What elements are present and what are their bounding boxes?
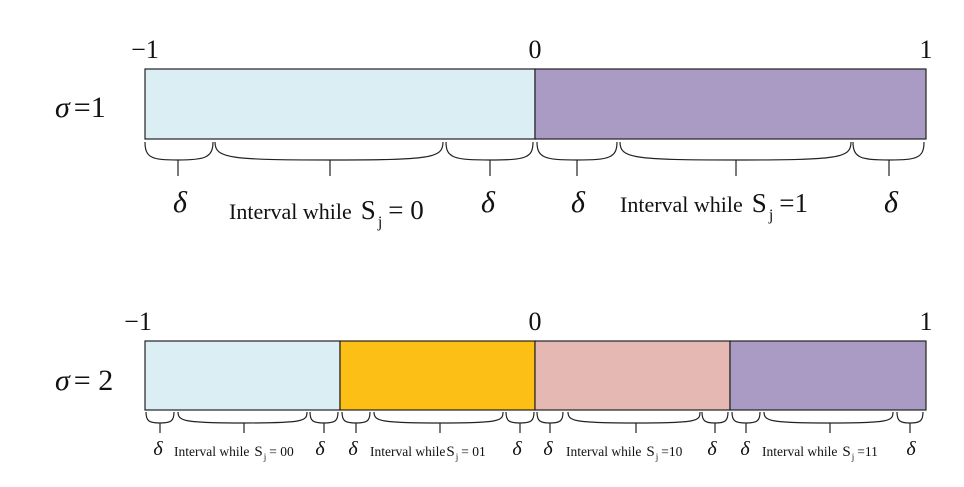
- brace-delta: [341, 411, 371, 433]
- segment-01: [339, 340, 536, 411]
- delta-symbol: δ: [906, 438, 916, 460]
- sigma-label: σ = 2: [55, 364, 113, 397]
- braces-row-2: [145, 411, 924, 433]
- interval-label-s10: Interval while Sj =10: [566, 444, 683, 462]
- segment-negative: [144, 68, 536, 140]
- tick-label-one: 1: [920, 35, 933, 64]
- brace-delta: [445, 141, 534, 176]
- segment-positive: [534, 68, 927, 140]
- brace-interval: [619, 141, 852, 176]
- brace-interval: [567, 411, 701, 433]
- brace-delta: [536, 141, 618, 176]
- brace-delta: [896, 411, 924, 433]
- tick-label-one: 1: [920, 307, 933, 336]
- brace-interval: [373, 411, 504, 433]
- brace-interval: [177, 411, 308, 433]
- brace-interval: [214, 141, 444, 176]
- interval-label-s11: Interval while Sj =11: [762, 444, 878, 462]
- segment-10: [534, 340, 731, 411]
- brace-delta: [144, 141, 214, 176]
- delta-symbol: δ: [884, 186, 899, 219]
- brace-interval: [763, 411, 894, 433]
- brace-delta: [309, 411, 339, 433]
- delta-symbol: δ: [173, 186, 188, 219]
- brace-delta: [731, 411, 761, 433]
- brace-delta: [852, 141, 925, 176]
- segment-11: [729, 340, 927, 411]
- braces-row-1: [144, 141, 925, 176]
- brace-delta: [145, 411, 175, 433]
- brace-delta: [505, 411, 535, 433]
- interval-label-s00: Interval while Sj = 00: [174, 444, 294, 462]
- interval-label-s01: Interval whileSj = 01: [370, 444, 486, 462]
- tick-label-minus-one: −1: [131, 35, 159, 64]
- delta-symbol: δ: [543, 438, 553, 460]
- brace-delta: [536, 411, 564, 433]
- delta-symbol: δ: [571, 186, 586, 219]
- tick-label-minus-one: −1: [124, 307, 152, 336]
- delta-symbol: δ: [481, 186, 496, 219]
- delta-symbol: δ: [740, 438, 750, 460]
- delta-symbol: δ: [348, 438, 358, 460]
- tick-label-zero: 0: [529, 35, 542, 64]
- brace-delta: [701, 411, 729, 433]
- row-sigma-2: −1 0 1 σ = 2 δ δ: [55, 307, 933, 462]
- delta-symbol: δ: [315, 438, 325, 460]
- delta-symbol: δ: [707, 438, 717, 460]
- delta-symbol: δ: [512, 438, 522, 460]
- delta-symbol: δ: [153, 438, 163, 460]
- segment-00: [144, 340, 341, 411]
- tick-label-zero: 0: [529, 307, 542, 336]
- sigma-label: σ =1: [55, 91, 106, 124]
